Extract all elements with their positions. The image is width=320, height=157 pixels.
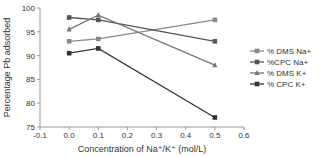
series-line [69,20,215,41]
point-marker [96,46,101,51]
x-tick [185,127,186,130]
plot-area [67,12,218,120]
y-tick [37,127,40,128]
y-tick [37,55,40,56]
legend-label: % CPC K+ [267,80,306,89]
x-tick-label: 0.2 [122,131,134,140]
y-tick-label: 90 [26,52,35,61]
point-marker [67,39,72,44]
point-marker [96,18,101,23]
x-tick [98,127,99,130]
legend-marker [255,60,260,65]
x-tick [69,127,70,130]
x-tick-label: 0.1 [93,131,105,140]
x-tick [127,127,128,130]
legend-marker [254,70,259,75]
y-tick-label: 100 [22,4,36,13]
point-marker [96,37,101,42]
y-tick [37,79,40,80]
point-marker [67,26,72,31]
x-tick-label: 0.5 [209,131,221,140]
x-tick-label: 0.3 [151,131,163,140]
series-line [69,15,215,65]
point-marker [67,51,72,56]
y-tick-label: 75 [26,123,35,132]
y-tick-label: 85 [26,75,35,84]
series-line [69,48,215,117]
y-tick [37,103,40,104]
x-tick-label: -0.1 [33,131,47,140]
chart: -0.1 0.0 0.1 0.2 0.3 0.4 0.5 0.6 75 80 85 90 95 100 Co… [0,0,320,157]
y-axis-label: Percentage Pb adsorbed [2,18,12,118]
y-tick [37,31,40,32]
x-tick [244,127,245,130]
point-marker [67,15,72,20]
x-tick-label: 0.0 [64,131,76,140]
legend-label: % DMS K+ [267,69,307,78]
x-tick [214,127,215,130]
y-tick-label: 80 [26,99,35,108]
point-marker [213,39,218,44]
point-marker [213,18,218,23]
legend-marker [255,49,260,54]
x-tick [156,127,157,130]
y-axis-line [40,8,41,127]
point-marker [213,115,218,120]
legend: % DMS Na+ %CPC Na+ % DMS K+ % CPC K+ [250,47,312,89]
point-marker [212,62,217,67]
x-axis-label: Concentration of Na⁺/K⁺ (mol/L) [78,144,207,154]
x-tick-label: 0.4 [180,131,192,140]
x-axis-line [40,127,244,128]
legend-marker [255,82,260,87]
y-tick [37,8,40,9]
series-line [69,18,215,42]
point-marker [96,12,101,17]
y-tick-label: 95 [26,28,35,37]
legend-label: %CPC Na+ [267,58,308,67]
x-tick-label: 0.6 [238,131,250,140]
legend-label: % DMS Na+ [267,47,312,56]
